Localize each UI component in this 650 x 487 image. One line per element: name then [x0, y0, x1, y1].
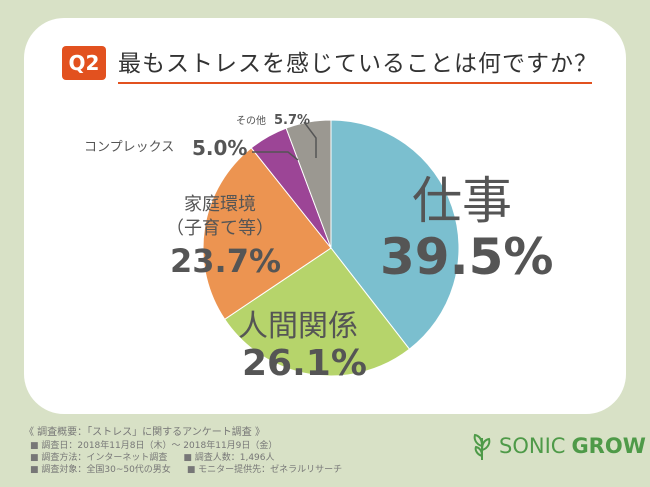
- leaf-icon: [473, 433, 491, 460]
- survey-row: ■ 調査対象：全国30~50代の男女 ■ モニター提供先：ゼネラルリサーチ: [24, 466, 464, 475]
- survey-heading: 《 調査概要：「ストレス」に関するアンケート調査 》: [24, 427, 265, 438]
- sonic-grow-logo: SONIC GROW: [471, 432, 646, 460]
- survey-count: ■ 調査人数：1,496人: [183, 453, 275, 463]
- leader-line-complex: [252, 151, 299, 161]
- label-home: 家庭環境: [184, 194, 256, 215]
- label-home-sub: （子育て等）: [166, 218, 274, 239]
- pie-slice-2: [202, 147, 332, 320]
- logo-text-sonic: SONIC: [499, 434, 566, 458]
- survey-row: ■ 調査日：2018年11月8日（木）～ 2018年11月9日（金）: [24, 442, 464, 451]
- chart-title: 最もストレスを感じていることは何ですか？: [118, 51, 598, 77]
- label-other: その他: [236, 116, 266, 127]
- leader-line-other: [303, 121, 317, 158]
- pie-slice-1: [223, 247, 411, 377]
- survey-monitor: ■ モニター提供先：ゼネラルリサーチ: [186, 465, 343, 475]
- title-underline: [118, 82, 592, 84]
- label-relations: 人間関係: [238, 309, 358, 344]
- question-badge: Q2: [62, 46, 106, 80]
- pie-slice-4: [285, 119, 332, 249]
- pie-slice-0: [330, 119, 460, 350]
- pct-home: 23.7%: [170, 242, 282, 280]
- label-work: 仕事: [412, 172, 512, 230]
- pct-other: 5.7%: [274, 113, 311, 128]
- pct-work: 39.5%: [380, 228, 554, 286]
- survey-date: ■ 調査日：2018年11月8日（木）～ 2018年11月9日（金）: [30, 441, 278, 451]
- survey-method: ■ 調査方法：インターネット調査: [30, 453, 168, 463]
- pct-relations: 26.1%: [242, 343, 367, 384]
- logo-text-grow: GROW: [571, 434, 646, 458]
- pct-complex: 5.0%: [192, 136, 248, 160]
- label-complex: コンプレックス: [84, 140, 175, 155]
- survey-summary: 《 調査概要：「ストレス」に関するアンケート調査 》 ■ 調査日：2018年11…: [24, 428, 464, 478]
- survey-row: ■ 調査方法：インターネット調査 ■ 調査人数：1,496人: [24, 454, 464, 463]
- survey-target: ■ 調査対象：全国30~50代の男女: [30, 465, 171, 475]
